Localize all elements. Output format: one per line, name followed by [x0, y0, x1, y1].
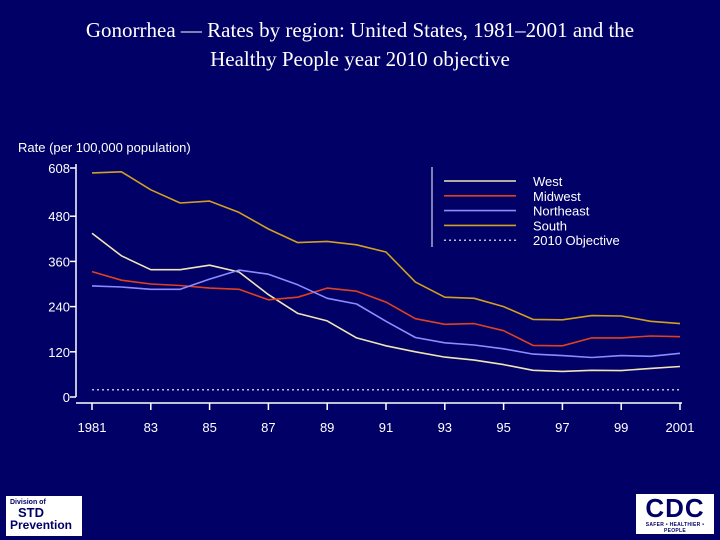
- x-tick-label: 93: [438, 420, 452, 435]
- y-tick-label: 0: [63, 390, 70, 405]
- series-lines: [91, 171, 681, 391]
- y-tick-label: 608: [48, 161, 70, 176]
- series-line-south: [91, 171, 681, 325]
- x-tick-label: 83: [144, 420, 158, 435]
- std-logo-line2: STD: [18, 505, 44, 520]
- y-axis-title: Rate (per 100,000 population): [18, 140, 191, 155]
- x-tick-label: 89: [320, 420, 334, 435]
- legend-label: Northeast: [533, 204, 590, 219]
- std-logo-line3: Prevention: [10, 518, 73, 532]
- cdc-logo: CDC SAFER • HEALTHIER • PEOPLE: [636, 494, 714, 534]
- y-tick-label: 120: [48, 345, 70, 360]
- slide-title-line2: Healthy People year 2010 objective: [210, 47, 510, 71]
- slide-title: Gonorrhea — Rates by region: United Stat…: [20, 16, 700, 74]
- legend-label: Midwest: [533, 189, 581, 204]
- y-tick-label: 360: [48, 254, 70, 269]
- series-line-west: [91, 232, 681, 373]
- axes: 0 120 240 360 480 608 1981 83 85 87 89 91 93 95 97 99 20…: [48, 161, 694, 435]
- slide-title-line1: Gonorrhea — Rates by region: United Stat…: [85, 18, 635, 42]
- y-tick-label: 240: [48, 300, 70, 315]
- std-prevention-logo: Division of STD Prevention: [6, 496, 82, 536]
- legend-label: 2010 Objective: [533, 233, 620, 248]
- x-tick-label: 85: [202, 420, 216, 435]
- std-logo-line1: Division of: [10, 499, 46, 506]
- y-tick-label: 480: [48, 209, 70, 224]
- legend-label: South: [533, 218, 567, 233]
- x-tick-label: 97: [555, 420, 569, 435]
- x-tick-label: 87: [261, 420, 275, 435]
- legend-label: West: [533, 174, 563, 189]
- series-line-northeast: [91, 269, 681, 359]
- cdc-logo-text: CDC: [645, 493, 705, 523]
- cdc-logo-tagline: SAFER • HEALTHIER • PEOPLE: [645, 522, 705, 534]
- x-tick-label: 99: [614, 420, 628, 435]
- x-tick-label: 95: [496, 420, 510, 435]
- x-tick-label: 2001: [666, 420, 695, 435]
- x-tick-label: 91: [379, 420, 393, 435]
- series-line-midwest: [91, 270, 681, 347]
- x-tick-label: 1981: [78, 420, 107, 435]
